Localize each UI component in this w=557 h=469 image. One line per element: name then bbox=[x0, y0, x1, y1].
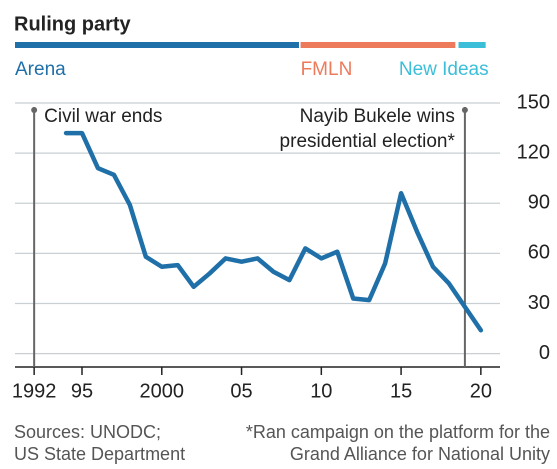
annotation-dot bbox=[461, 107, 468, 113]
x-tick-label: 20 bbox=[470, 380, 492, 402]
annotation-dot bbox=[31, 107, 38, 113]
y-tick-label: 90 bbox=[528, 192, 550, 214]
annotation-text: Civil war ends bbox=[44, 106, 162, 127]
x-tick-label: 10 bbox=[310, 380, 332, 402]
source: US State Department bbox=[14, 444, 185, 464]
source: Sources: UNODC; bbox=[14, 422, 161, 442]
annotation-text: presidential election* bbox=[280, 131, 456, 152]
data-line bbox=[63, 130, 484, 333]
party-label: Arena bbox=[15, 59, 66, 80]
chart-title: Ruling party bbox=[14, 13, 132, 35]
x-tick-label: 2000 bbox=[140, 380, 185, 402]
annotation-bg bbox=[41, 106, 166, 128]
x-tick-label: 15 bbox=[390, 380, 412, 402]
party-label: New Ideas bbox=[399, 59, 489, 80]
party-bar bbox=[458, 42, 486, 48]
party-label: FMLN bbox=[301, 59, 353, 80]
annotation-bg bbox=[296, 106, 458, 128]
x-tick-label: 05 bbox=[230, 380, 252, 402]
y-tick-label: 0 bbox=[539, 342, 550, 364]
annotation-text: Nayib Bukele wins bbox=[300, 106, 455, 127]
footnote: Grand Alliance for National Unity bbox=[290, 444, 550, 464]
annotation-bg bbox=[276, 131, 459, 153]
y-tick-label: 150 bbox=[517, 91, 550, 113]
footnote: *Ran campaign on the platform for the bbox=[246, 422, 550, 442]
x-tick-label: 95 bbox=[71, 380, 93, 402]
party-bar bbox=[15, 42, 299, 48]
y-tick-label: 30 bbox=[528, 292, 550, 314]
x-tick-label: 1992 bbox=[12, 380, 57, 402]
y-tick-label: 120 bbox=[517, 141, 550, 163]
party-bar bbox=[300, 42, 456, 48]
y-tick-label: 60 bbox=[528, 242, 550, 264]
